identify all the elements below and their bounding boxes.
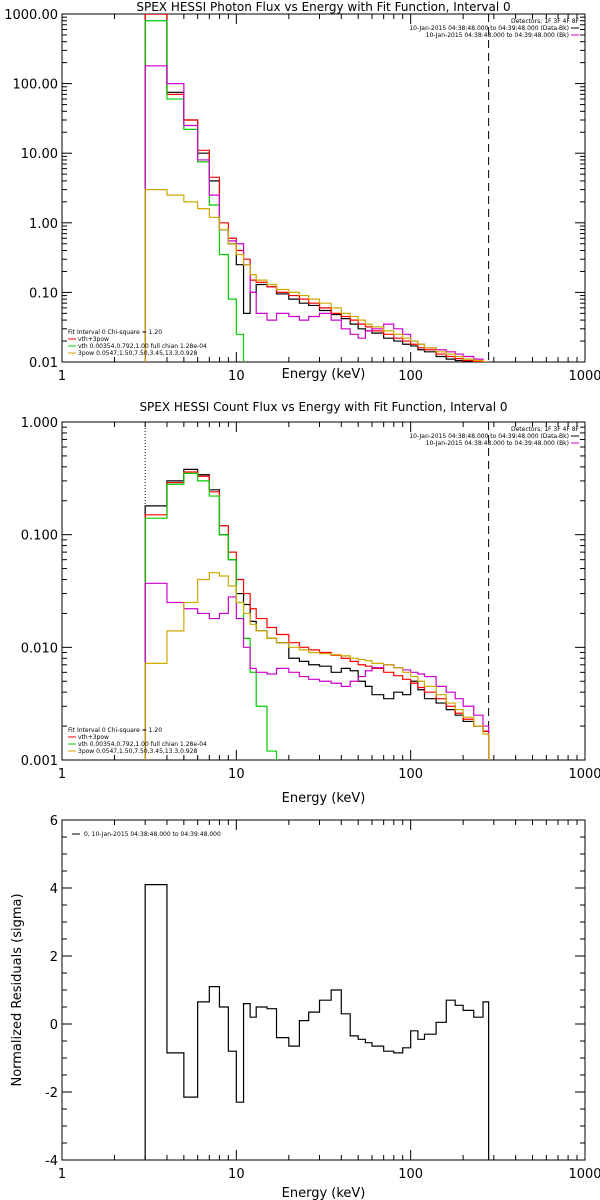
x-tick-label: 100 xyxy=(398,369,423,384)
legend-entry-text: 10-Jan-2015 04:38:48.000 to 04:39:48.000… xyxy=(409,433,569,440)
y-tick-label: 4 xyxy=(50,882,58,897)
x-tick-label: 1000 xyxy=(568,369,600,384)
x-axis-label: Energy (keV) xyxy=(282,367,366,382)
chart-1: SPEX HESSI Photon Flux vs Energy with Fi… xyxy=(4,0,600,384)
y-tick-label: -2 xyxy=(45,1086,58,1101)
legend-header: Fit Interval 0 Chi-square = 1.20 xyxy=(68,329,162,336)
series-group xyxy=(144,468,490,760)
x-tick-label: 10 xyxy=(228,767,245,782)
y-tick-label: 0.01 xyxy=(29,356,58,371)
series-line-5 xyxy=(144,572,490,760)
legend-header: Detectors: 1F 3F 4F 8F xyxy=(511,426,580,433)
y-tick-label: 0.10 xyxy=(29,286,58,301)
x-tick-label: 1 xyxy=(58,767,66,782)
legend-header: Detectors: 1F 3F 4F 8F xyxy=(511,18,580,25)
y-tick-label: 0.010 xyxy=(21,641,58,656)
legend-entry-text: 10-Jan-2015 04:38:48.000 to 04:39:48.000… xyxy=(426,32,569,39)
legend-entry-text: 0, 10-Jan-2015 04:38:48.000 to 04:39:48.… xyxy=(84,831,221,838)
series-line-1 xyxy=(144,884,490,1160)
series-line-2 xyxy=(144,471,490,760)
y-tick-label: 0.001 xyxy=(21,754,58,769)
series-line-2 xyxy=(144,14,490,362)
y-tick-label: 1.000 xyxy=(21,416,58,431)
x-tick-label: 100 xyxy=(398,1167,423,1182)
legend-entry-text: vth+3pow xyxy=(78,734,109,741)
x-tick-label: 10 xyxy=(228,369,245,384)
legend-entry-text: 10-Jan-2015 04:38:48.000 to 04:39:48.000… xyxy=(409,25,569,32)
legend-entry-text: vth+3pow xyxy=(78,336,109,343)
y-tick-label: 6 xyxy=(50,814,58,829)
y-tick-label: -4 xyxy=(45,1154,58,1169)
plot-frame xyxy=(61,819,586,1161)
y-tick-label: 1000.00 xyxy=(4,8,58,23)
y-tick-label: 10.00 xyxy=(21,147,58,162)
x-tick-label: 1 xyxy=(58,369,66,384)
y-tick-label: 100.00 xyxy=(13,78,59,93)
plot-frame xyxy=(61,13,586,363)
series-line-3 xyxy=(144,472,278,760)
y-tick-label: 0 xyxy=(50,1018,58,1033)
legend-entry-text: 10-Jan-2015 04:38:48.000 to 04:39:48.000… xyxy=(426,440,569,447)
legend-entry-text: 3pow 0.0547,1.50,7.50,3.45,13.3,0.928 xyxy=(78,350,197,357)
series-line-4 xyxy=(144,582,490,760)
x-tick-label: 1000 xyxy=(568,1167,600,1182)
series-group xyxy=(144,14,490,362)
legend-entry-text: vth 0.00354,0.792,1.00 full chian 1.28e-… xyxy=(78,343,207,350)
x-tick-label: 1 xyxy=(58,1167,66,1182)
chart-title: SPEX HESSI Count Flux vs Energy with Fit… xyxy=(139,400,507,414)
legend-header: Fit Interval 0 Chi-square = 1.20 xyxy=(68,727,162,734)
series-line-1 xyxy=(144,14,490,362)
chart-3: 1 10 100 1000 -4 -2 0 2 4 6 Energy (keV) Normalized… xyxy=(10,814,600,1200)
series-group xyxy=(144,884,490,1160)
series-line-1 xyxy=(144,468,490,760)
chart-2: SPEX HESSI Count Flux vs Energy with Fit… xyxy=(21,400,600,806)
x-axis-label: Energy (keV) xyxy=(282,1186,366,1200)
legend-entry-text: vth 0.00354,0.792,1.00 full chian 1.28e-… xyxy=(78,741,207,748)
series-line-4 xyxy=(144,65,490,362)
x-tick-label: 1000 xyxy=(568,767,600,782)
y-axis-label: Normalized Residuals (sigma) xyxy=(10,893,25,1086)
y-tick-label: 1.00 xyxy=(29,217,58,232)
x-axis-label: Energy (keV) xyxy=(282,791,366,806)
x-tick-label: 10 xyxy=(228,1167,245,1182)
legend-entry-text: 3pow 0.0547,1.50,7.50,3.45,13.3,0.928 xyxy=(78,748,197,755)
plot-frame xyxy=(61,421,586,761)
x-tick-label: 100 xyxy=(398,767,423,782)
y-tick-label: 0.100 xyxy=(21,529,58,544)
y-tick-label: 2 xyxy=(50,950,58,965)
series-line-5 xyxy=(144,188,490,362)
chart-title: SPEX HESSI Photon Flux vs Energy with Fi… xyxy=(136,0,510,14)
series-line-3 xyxy=(144,20,245,362)
